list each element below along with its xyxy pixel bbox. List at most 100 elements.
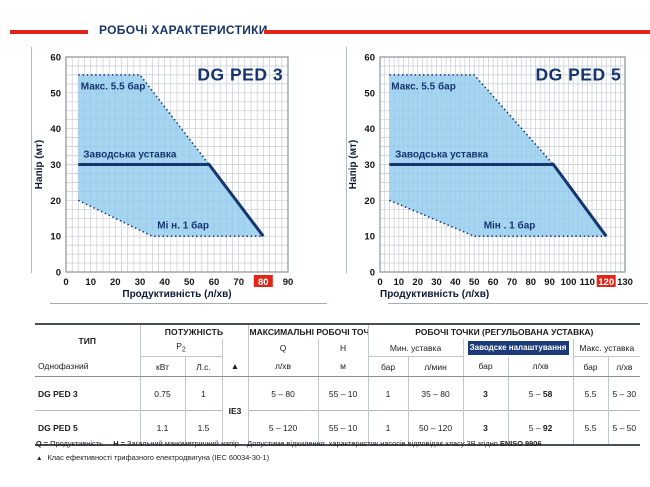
svg-text:10: 10 xyxy=(364,232,375,243)
col-header-h: H xyxy=(317,339,369,357)
table-header-subgroups: P2 Q H Мин. уставка Заводске налаштуванн… xyxy=(35,339,641,358)
cell-min-bar: 1 xyxy=(367,376,409,411)
fact-flow-bold: 92 xyxy=(542,422,553,433)
svg-text:90: 90 xyxy=(544,277,555,288)
cell-h: 55 – 10 xyxy=(317,376,369,411)
svg-text:Заводська уставка: Заводська уставка xyxy=(83,149,177,160)
svg-text:100: 100 xyxy=(561,277,577,288)
svg-text:70: 70 xyxy=(507,277,518,288)
svg-text:40: 40 xyxy=(50,124,61,135)
svg-text:10: 10 xyxy=(394,277,405,288)
svg-text:Макс. 5.5 бар: Макс. 5.5 бар xyxy=(391,80,456,92)
min-boundary-line xyxy=(389,199,607,237)
table-row: DG PED 5 1.1 1.5 5 – 120 55 – 10 1 50 – … xyxy=(35,410,641,446)
svg-text:40: 40 xyxy=(159,277,170,288)
chart-left-rule-2 xyxy=(346,47,347,273)
svg-text:0: 0 xyxy=(63,277,68,288)
svg-text:70: 70 xyxy=(233,277,244,288)
cell-kw: 1.1 xyxy=(139,410,185,446)
chart-dg-ped-3: 0 10 20 30 40 50 60 0 10 20 30 40 50 60 70 80 90 Макс. 5.… xyxy=(34,53,294,301)
unit-min-bar: бар xyxy=(367,356,409,378)
svg-text:30: 30 xyxy=(431,277,442,288)
svg-text:80: 80 xyxy=(526,277,537,288)
p2-base: P xyxy=(176,341,182,352)
cell-min-flow: 35 – 80 xyxy=(407,376,464,411)
svg-text:60: 60 xyxy=(364,53,375,64)
svg-text:Мін . 1 бар: Мін . 1 бар xyxy=(484,219,536,231)
footnote-line-1: Q = Продуктивність H = Загальний маномет… xyxy=(36,439,638,449)
col-header-max-set: Макс. уставка xyxy=(572,339,641,358)
chart-dg-ped-5: 0 10 20 30 40 50 60 0 10 20 30 40 50 60 70 80 90 100 110 12… xyxy=(348,53,633,301)
fact-flow-pre: 5 – xyxy=(528,388,543,399)
svg-text:50: 50 xyxy=(469,277,480,288)
svg-text:20: 20 xyxy=(412,277,423,288)
cell-hp: 1.5 xyxy=(184,410,222,446)
svg-text:30: 30 xyxy=(50,160,61,171)
svg-text:30: 30 xyxy=(135,277,146,288)
fact-flow-pre: 5 – xyxy=(528,422,543,433)
svg-text:50: 50 xyxy=(364,88,375,99)
cell-max-flow: 5 – 50 xyxy=(607,410,641,446)
unit-min-flow: л/мин xyxy=(407,356,464,378)
col-header-min-set: Мин. уставка xyxy=(367,339,464,358)
svg-text:130: 130 xyxy=(617,277,633,288)
col-header-factory-set: Заводске налаштування xyxy=(462,339,574,357)
col-header-working-points: РОБОЧІ ТОЧКИ (РЕГУЛЬОВАНА УСТАВКА) xyxy=(367,324,641,340)
svg-text:Мі н. 1 бар: Мі н. 1 бар xyxy=(157,219,209,231)
footnote-h-label: H = xyxy=(113,439,125,448)
col-header-type: ТИП xyxy=(78,335,96,346)
svg-text:Макс. 5.5 бар: Макс. 5.5 бар xyxy=(81,80,146,92)
svg-text:60: 60 xyxy=(50,53,61,64)
page-title: РОБОЧі ХАРАКТЕРИСТИКИ xyxy=(99,23,268,37)
cell-fact-bar: 3 xyxy=(462,376,509,411)
chart-underline-1 xyxy=(50,303,327,304)
table-header-groups: ТИП ПОТУЖНІСТЬ МАКСИМАЛЬНІ РОБОЧІ ТОЧКИ … xyxy=(35,324,641,346)
col-header-power: ПОТУЖНІСТЬ xyxy=(139,324,249,340)
svg-text:0: 0 xyxy=(377,277,382,288)
svg-text:40: 40 xyxy=(450,277,461,288)
unit-kw: кВт xyxy=(139,356,185,378)
cell-fact-flow: 5 – 58 xyxy=(507,376,574,411)
svg-text:Продуктивність (л/хв): Продуктивність (л/хв) xyxy=(122,289,231,300)
cell-min-bar: 1 xyxy=(367,410,409,446)
svg-text:20: 20 xyxy=(110,277,121,288)
col-header-phase: Однофазний xyxy=(35,356,140,378)
unit-hp: Л.с. xyxy=(184,356,222,378)
svg-text:30: 30 xyxy=(364,160,375,171)
chart-left-rule-1 xyxy=(31,47,32,273)
svg-text:0: 0 xyxy=(370,268,375,279)
svg-text:Продуктивність (л/хв): Продуктивність (л/хв) xyxy=(380,289,489,300)
cell-kw: 0.75 xyxy=(139,376,185,411)
col-header-q: Q xyxy=(247,339,319,357)
operating-region xyxy=(389,74,607,237)
col-header-spacer xyxy=(221,339,249,357)
table-row: DG PED 3 0.75 1 IE3 5 – 80 55 – 10 1 35 … xyxy=(35,376,641,446)
cell-q: 5 – 120 xyxy=(247,410,319,446)
footnote-q-text: Продуктивність xyxy=(48,439,114,448)
svg-text:0: 0 xyxy=(56,268,61,279)
fact-flow-bold: 58 xyxy=(542,388,553,399)
p2-sub: 2 xyxy=(181,346,186,355)
svg-text:90: 90 xyxy=(283,277,294,288)
svg-text:60: 60 xyxy=(209,277,220,288)
cell-max-flow: 5 – 30 xyxy=(607,376,641,411)
svg-text:50: 50 xyxy=(184,277,195,288)
cell-fact-bar: 3 xyxy=(462,410,509,446)
operating-region xyxy=(78,74,264,237)
svg-text:110: 110 xyxy=(580,277,595,288)
unit-fact-flow: л/хв xyxy=(507,356,574,378)
col-header-maxpoints: МАКСИМАЛЬНІ РОБОЧІ ТОЧКИ xyxy=(247,324,369,340)
model-name: DG PED 3 xyxy=(38,388,78,399)
unit-fact-bar: бар xyxy=(462,356,509,378)
cell-ie-class: IE3 xyxy=(221,376,249,446)
svg-text:DG PED 3: DG PED 3 xyxy=(197,64,283,84)
svg-text:20: 20 xyxy=(364,196,375,207)
cell-max-bar: 5.5 xyxy=(572,376,609,411)
svg-text:80: 80 xyxy=(258,277,269,288)
cell-fact-flow: 5 – 92 xyxy=(507,410,574,446)
svg-text:40: 40 xyxy=(364,124,375,135)
highlight-tick-box xyxy=(253,275,273,287)
cell-h: 55 – 10 xyxy=(317,410,369,446)
svg-text:50: 50 xyxy=(50,88,61,99)
